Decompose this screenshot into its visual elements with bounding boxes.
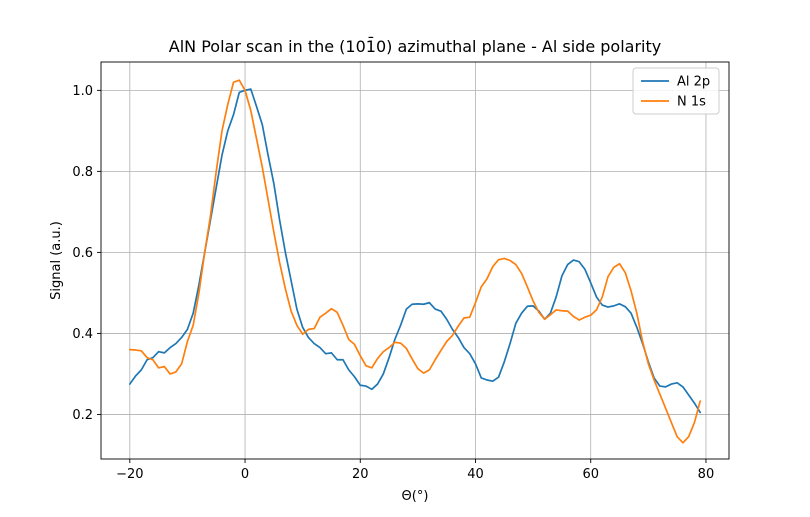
x-axis: −20 0 20 40 60 80 xyxy=(116,459,714,482)
grid xyxy=(101,62,729,459)
series-layer xyxy=(128,79,702,444)
x-tick-label: 40 xyxy=(467,467,484,482)
chart-title: AlN Polar scan in the (101̄0) azimuthal … xyxy=(169,37,661,56)
y-tick-label: 0.2 xyxy=(72,408,93,423)
plot-frame xyxy=(100,61,730,460)
x-tick-label: 80 xyxy=(698,467,715,482)
y-tick-label: 1.0 xyxy=(72,84,93,99)
x-tick-label: 20 xyxy=(352,467,369,482)
y-tick-label: 0.8 xyxy=(72,165,93,180)
x-axis-label: Θ(°) xyxy=(402,489,429,504)
y-tick-label: 0.4 xyxy=(72,327,93,342)
y-axis-label: Signal (a.u.) xyxy=(49,221,64,300)
x-tick-label: −20 xyxy=(116,467,143,482)
legend-label: Al 2p xyxy=(677,75,710,90)
x-tick-label: 60 xyxy=(582,467,599,482)
y-axis: 0.2 0.4 0.6 0.8 1.0 xyxy=(72,84,101,423)
x-tick-label: 0 xyxy=(241,467,249,482)
legend: Al 2p N 1s xyxy=(632,67,720,115)
legend-box xyxy=(632,67,720,115)
series-line-al-2p xyxy=(128,88,702,414)
y-tick-label: 0.6 xyxy=(72,246,93,261)
legend-label: N 1s xyxy=(677,95,706,110)
series-line-n-1s xyxy=(128,79,702,444)
